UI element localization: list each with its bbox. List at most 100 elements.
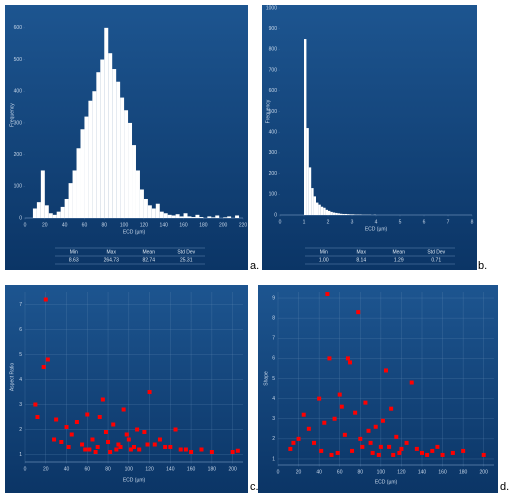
point [163,445,168,449]
point [399,446,404,451]
y-tick-label: 0 [19,215,22,221]
point [404,440,409,445]
stat-value: 1.00 [319,257,329,263]
x-tick-label: 40 [64,466,70,472]
point [80,442,85,447]
bar [68,183,73,218]
point [85,412,90,417]
stat-header: Mean [142,249,155,255]
panel-label: c. [250,481,259,493]
x-tick-label: 220 [239,222,248,228]
point [209,450,214,454]
bar [183,213,188,218]
x-tick-label: 8 [471,219,474,225]
point [147,390,152,394]
y-tick-label: 2 [19,427,22,433]
y-tick-label: 1 [272,456,275,462]
point [41,365,46,369]
bar [235,215,240,218]
point [168,445,173,449]
point [319,448,324,453]
bar [347,214,350,215]
bar [147,205,152,218]
point [440,452,445,457]
bar [316,202,319,215]
point [430,448,435,453]
point [339,404,344,409]
point [288,446,293,451]
point [350,448,355,453]
x-tick-label: 180 [459,469,468,475]
point [317,396,322,401]
point [230,450,235,454]
y-tick-label: 400 [269,130,278,136]
x-tick-label: 0 [24,466,27,472]
point [327,356,332,361]
bar [306,128,309,215]
y-tick-label: 200 [14,152,23,158]
stat-header: Min [70,249,78,255]
point [368,440,373,445]
stat-value: 25.31 [180,257,193,263]
x-tick-label: 160 [438,469,447,475]
y-tick-label: 400 [14,89,23,95]
point [87,447,92,452]
point [183,447,188,452]
point [124,432,129,437]
point [301,412,306,417]
point [435,444,440,449]
point [97,415,102,419]
x-axis-label: ECD (µm) [123,477,146,483]
point [345,356,350,361]
panel-background [262,5,477,270]
bar [311,188,314,215]
y-tick-label: 7 [272,336,275,342]
stat-header: Std Dev [177,249,195,255]
x-tick-label: 180 [208,466,217,472]
point [126,437,131,442]
bar [52,214,57,218]
y-tick-label: 4 [19,377,22,383]
point [90,437,95,442]
bar [211,217,216,218]
point [312,440,316,445]
point [116,442,121,447]
bar [308,167,312,215]
bar [167,214,172,218]
x-tick-label: 100 [377,469,386,475]
bar [104,27,109,218]
point [342,432,347,437]
y-tick-label: 100 [269,192,278,198]
bar [64,198,69,218]
stat-header: Max [107,249,117,255]
y-tick-label: 3 [272,416,275,422]
point [52,437,57,442]
point [325,292,330,297]
bar [48,213,53,218]
point [420,450,424,455]
point [373,424,378,429]
y-tick-label: 0 [274,212,277,218]
x-tick-label: 80 [358,469,364,475]
point [142,430,147,434]
point [291,440,296,445]
point [178,447,183,452]
bar [175,214,180,218]
x-tick-label: 100 [125,466,134,472]
y-tick-label: 3 [19,402,22,408]
panel: 1 2 3 4 5 6 7 8 9 0 20 40 60 80 100 120 140 160 180 200 ECD … [258,285,498,493]
point [378,444,383,449]
bar [215,215,220,218]
x-tick-label: 20 [43,466,49,472]
point [235,448,240,453]
bar [179,216,184,218]
point [95,445,100,449]
point [54,417,59,422]
point [394,434,399,439]
point [189,450,194,454]
y-tick-label: 1000 [266,5,277,11]
bar [187,216,192,218]
y-tick-label: 500 [14,57,23,63]
point [35,415,40,419]
point [370,450,375,455]
